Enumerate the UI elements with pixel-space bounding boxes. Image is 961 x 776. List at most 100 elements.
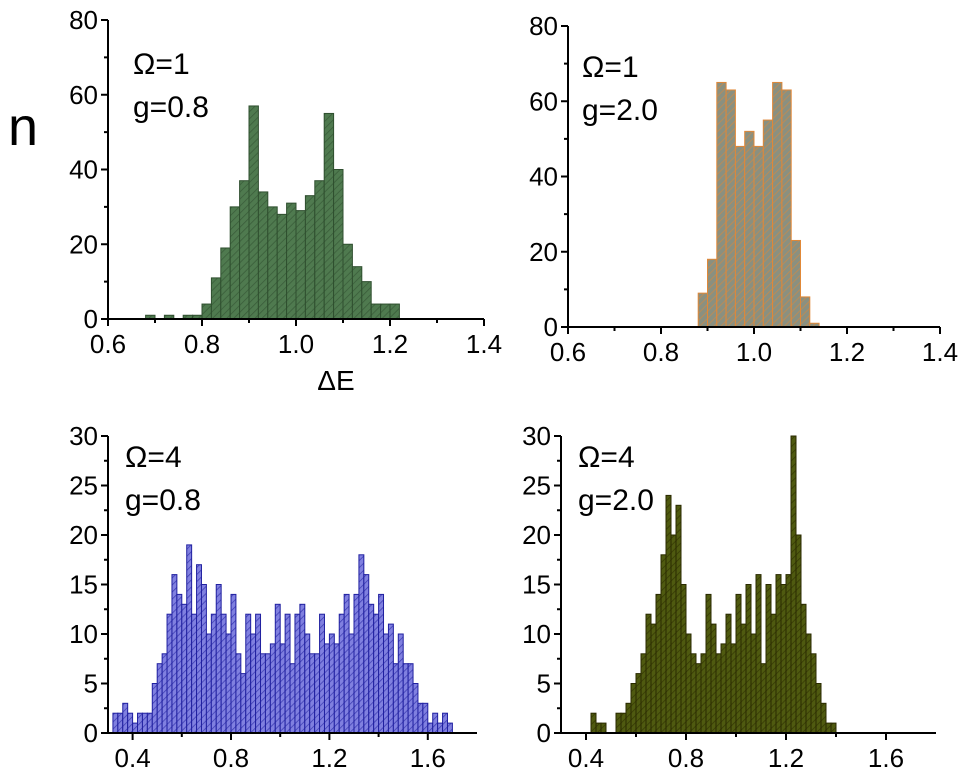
histogram-bar [255,613,262,734]
histogram-bar [328,633,335,734]
histogram-bar [112,712,119,734]
histogram-bar [156,663,163,734]
histogram-bar [725,613,732,734]
histogram-bar [343,593,350,734]
histogram-bar [770,613,777,734]
x-tick-label: 0.8 [184,329,220,359]
x-tick-label: 0.4 [568,743,604,773]
histogram-bar [370,303,382,320]
histogram-bar [825,722,832,734]
y-tick-label: 60 [529,86,558,116]
histogram-bar [166,613,173,734]
histogram-bar [620,712,627,734]
x-tick-label: 1.2 [311,743,347,773]
histogram-bar [590,712,597,734]
histogram-bar [781,89,792,328]
histogram-panel-1: 0 20 40 60 80 0.6 0.8 1.0 1.2 1.4 Ω=1 g=0.8 ΔE [69,5,502,396]
histogram-bar [780,584,787,734]
histogram-panel-4: 0 5 10 15 20 25 30 0.4 0.8 1.2 1.6 Ω=4 g=2.0 [522,421,936,773]
y-tick-label: 10 [522,619,551,649]
histogram-bar [660,554,667,734]
histogram-bar [127,712,134,734]
histogram-bar [422,702,429,734]
histogram-bar [446,722,453,734]
histogram-bar [295,210,306,320]
histogram-bar [665,494,672,734]
histogram-bar [286,202,297,320]
histogram-bar [670,534,677,734]
histogram-bar [137,712,143,734]
y-tick-label: 25 [522,471,551,501]
histogram-bar [655,593,662,734]
histogram-bar [734,145,746,328]
histogram-bar [361,281,372,320]
histogram-bar [755,574,762,734]
histogram-bar [351,266,363,320]
x-tick-label: 0.8 [668,743,704,773]
histogram-bar [715,653,722,734]
x-tick-label: 0.6 [550,337,586,367]
histogram-bar [625,702,632,734]
histogram-bar [700,653,707,734]
x-tick-label: 1.2 [768,743,804,773]
y-tick-label: 30 [69,421,98,451]
histogram-bar [600,722,607,734]
histogram-bar [697,292,709,328]
histogram-bar [745,584,752,734]
histogram-bar [220,247,231,320]
y-tick-label: 20 [529,237,558,267]
histogram-bar [161,653,168,734]
x-tick-label: 1.6 [410,743,446,773]
y-tick-label: 15 [522,570,551,600]
annotation-g: g=2.0 [578,484,654,517]
histogram-bar [210,277,222,320]
y-tick-label: 80 [529,11,558,41]
histogram-bar [230,593,237,734]
histogram-bar [289,663,296,734]
histogram-bar [427,722,434,734]
histogram-bar [176,593,183,734]
histogram-bar [151,683,158,734]
histogram-bar [368,603,375,734]
histogram-bar [225,633,232,734]
histogram-bar [333,643,340,734]
annotation-omega: Ω=1 [133,48,190,81]
histogram-bar [716,81,727,328]
histogram-bar [775,574,782,734]
histogram-bar [215,584,222,734]
histogram-bar [720,643,727,734]
y-tick-label: 0 [537,718,551,748]
histogram-bar [744,130,755,328]
histogram-bar [615,712,622,734]
x-tick-label: 0.6 [90,329,126,359]
x-tick-label: 1.6 [868,743,904,773]
y-tick-label: 5 [537,669,551,699]
annotation-omega: Ω=1 [582,51,639,84]
histogram-bar [294,613,301,734]
histogram-bar [740,623,747,734]
histogram-bar [171,574,178,734]
histogram-bar [753,145,764,328]
y-tick-label: 20 [522,520,551,550]
histogram-bar [274,603,281,734]
histogram-bar [805,633,812,734]
histogram-bar [675,504,682,734]
histogram-bar [186,544,193,734]
histogram-bar [132,722,139,734]
histogram-bar [353,593,360,734]
histogram-bar [750,633,757,734]
histogram-bar [442,712,448,734]
histogram-bar [220,613,227,734]
y-tick-label: 10 [69,619,98,649]
histogram-bar [304,633,311,734]
histogram-bar [276,213,288,320]
histogram-bar [800,296,811,328]
histogram-bar [800,603,807,734]
histogram-bar [200,584,207,734]
histogram-bar [795,534,802,734]
histogram-panel-2: 0 20 40 60 80 0.6 0.8 1.0 1.2 1.4 Ω=1 g=2.0 [529,11,958,367]
histogram-bar [432,712,439,734]
histogram-bar [323,112,335,320]
y-tick-label: 20 [69,229,98,259]
histogram-bar [309,653,316,734]
